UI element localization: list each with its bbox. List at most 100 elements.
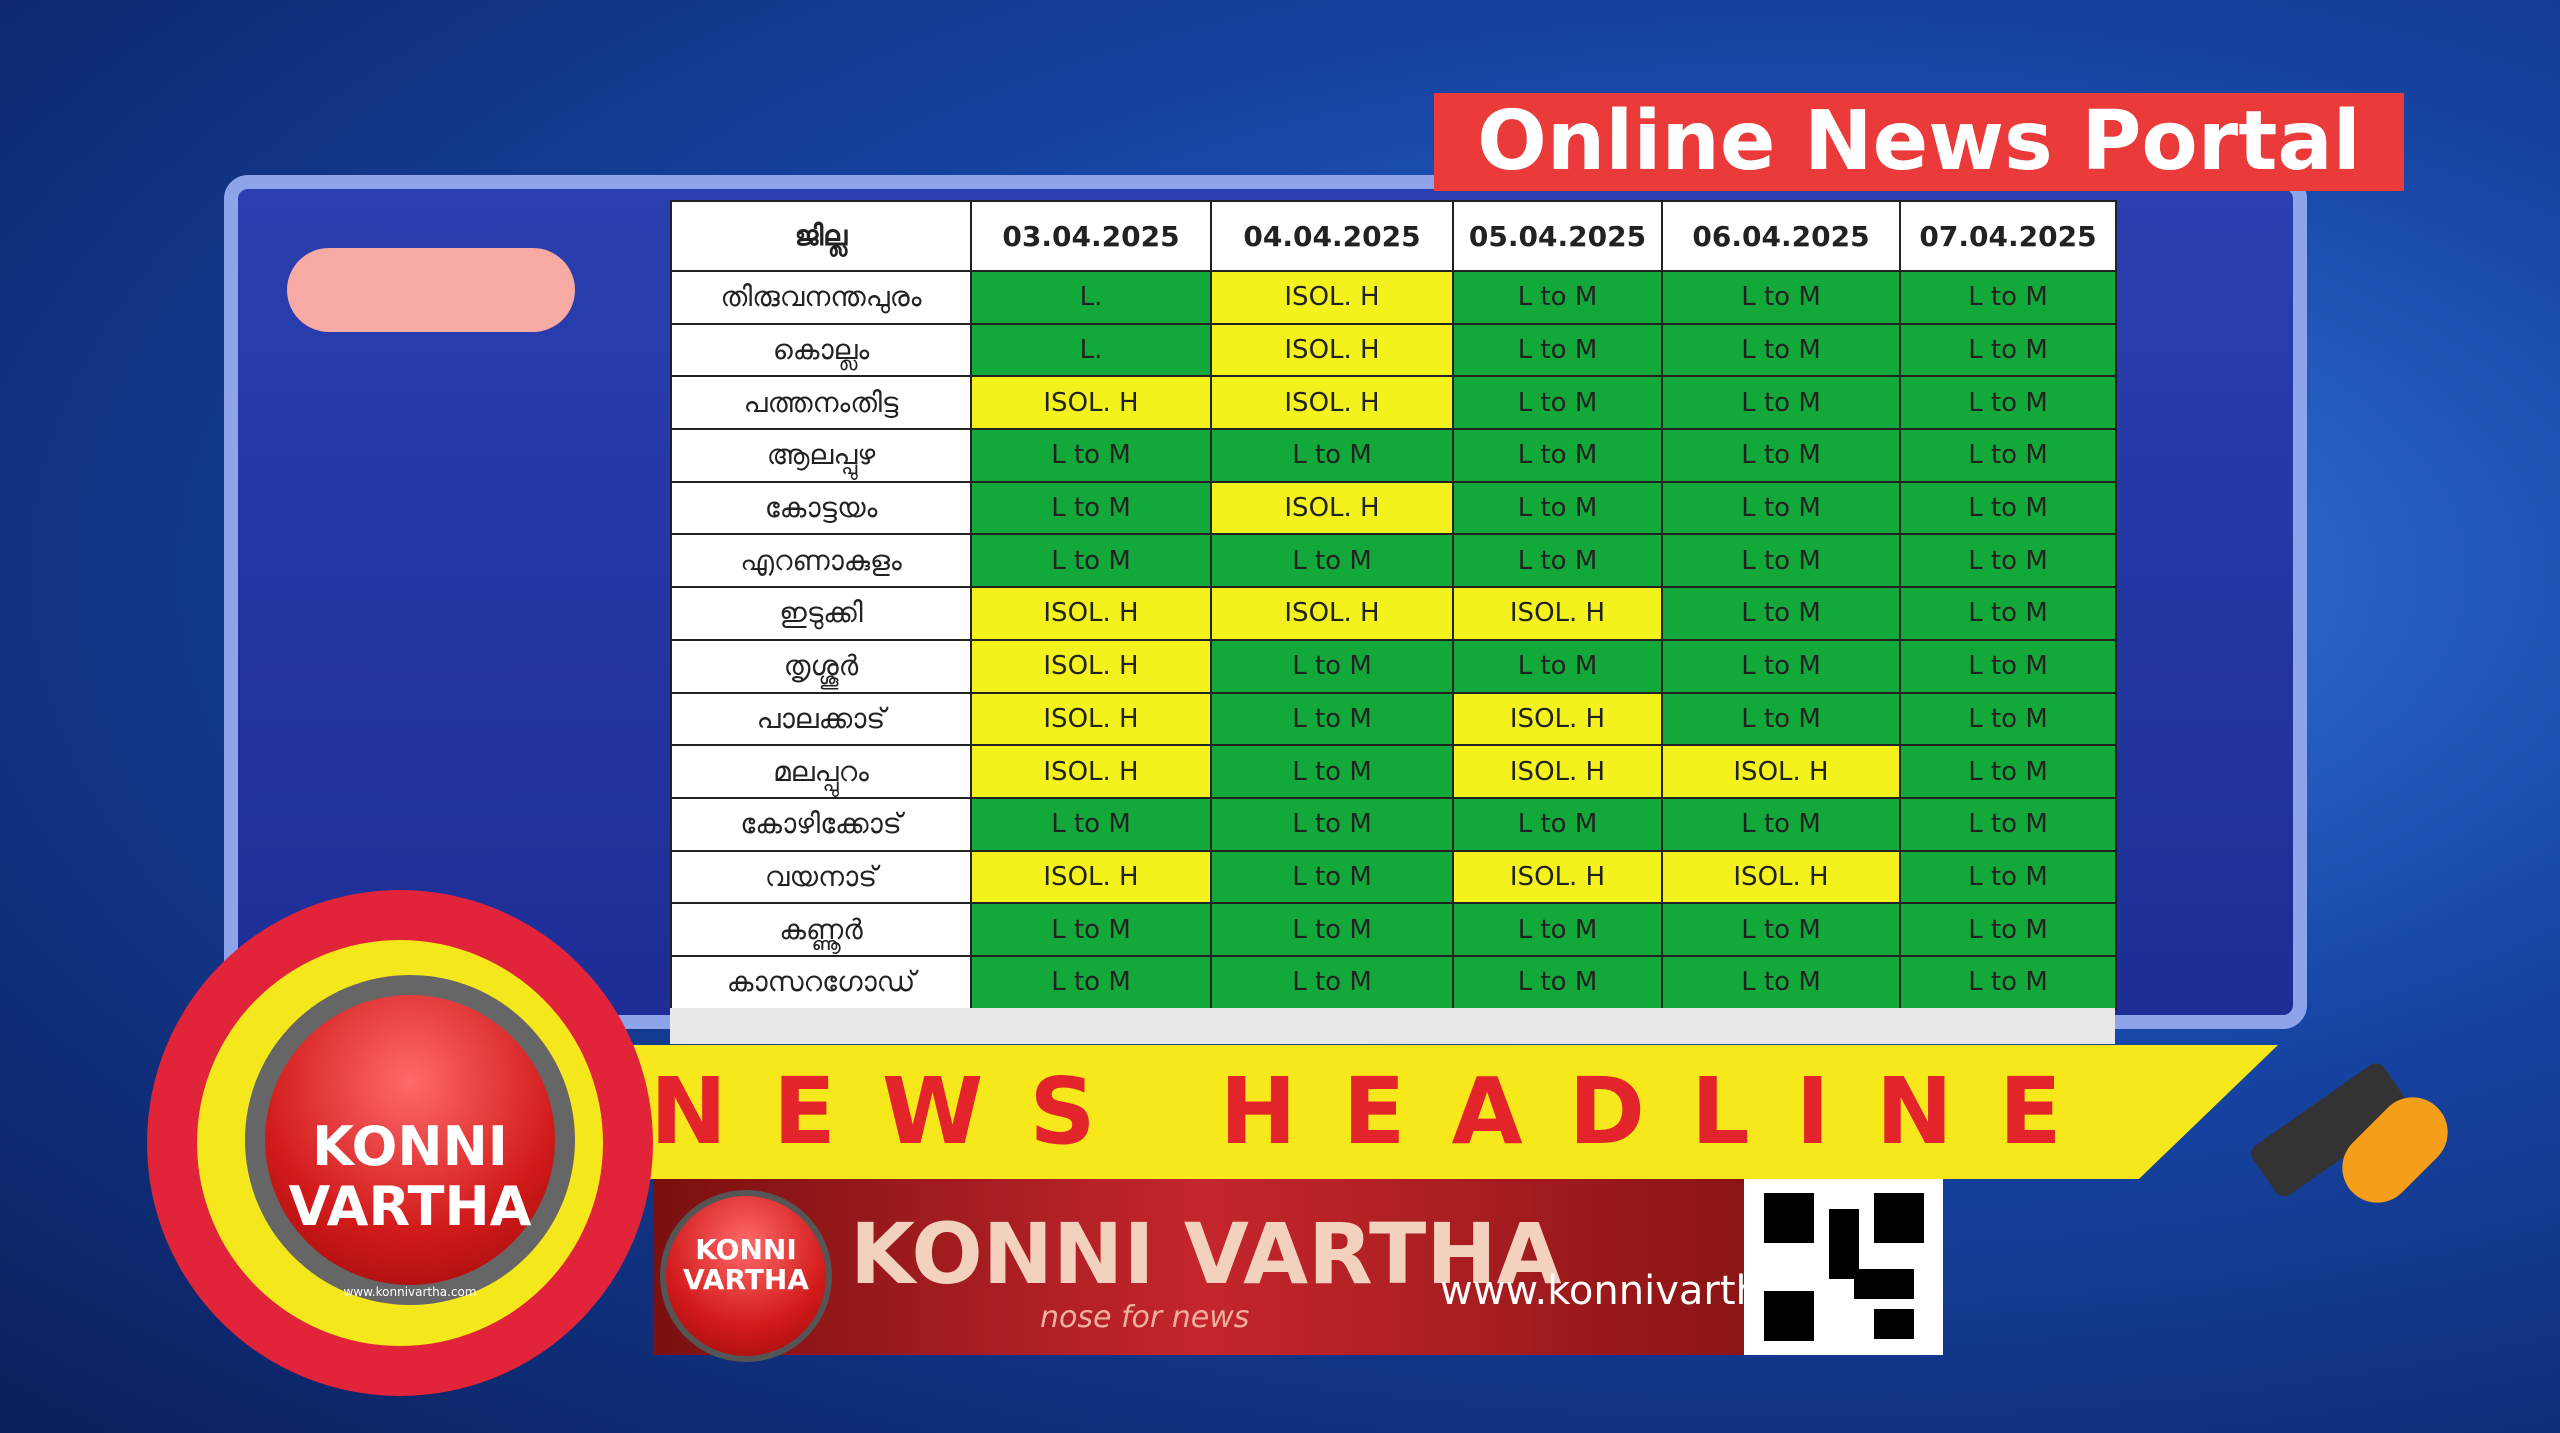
alert-cell: L to M xyxy=(971,903,1211,956)
district-cell: കണ്ണൂർ xyxy=(671,903,971,956)
alert-cell: L to M xyxy=(1662,955,1900,1009)
alert-cell: L to M xyxy=(1453,903,1662,956)
alert-cell: L to M xyxy=(1453,323,1662,377)
logo-line2: VARTHA xyxy=(288,1175,532,1238)
district-cell: എറണാകുളം xyxy=(671,534,971,588)
alert-cell: L to M xyxy=(1662,429,1900,482)
brand-bar xyxy=(653,1179,1753,1355)
alert-cell: L to M xyxy=(1453,797,1662,851)
alert-cell: L to M xyxy=(971,797,1211,851)
alert-cell: L to M xyxy=(1662,481,1900,535)
alert-cell: L to M xyxy=(1453,376,1662,430)
alert-cell: L to M xyxy=(1662,587,1900,640)
small-logo xyxy=(660,1190,832,1362)
alert-cell: ISOL. H xyxy=(1453,692,1662,746)
alert-cell: L to M xyxy=(1211,639,1453,693)
headline: NEWS HEADLINE xyxy=(650,1058,2108,1165)
alert-cell: ISOL. H xyxy=(971,376,1211,430)
alert-cell: L to M xyxy=(1453,481,1662,535)
district-cell: പത്തനംതിട്ട xyxy=(671,376,971,430)
alert-cell: L to M xyxy=(971,955,1211,1009)
alert-cell: L. xyxy=(971,323,1211,377)
alert-cell: L to M xyxy=(1211,534,1453,588)
alert-cell: L to M xyxy=(1662,903,1900,956)
alert-cell: L to M xyxy=(1662,534,1900,588)
alert-cell: ISOL. H xyxy=(1453,850,1662,904)
ribbon xyxy=(539,1045,2278,1179)
alert-cell: L to M xyxy=(1662,376,1900,430)
column-header: 06.04.2025 xyxy=(1662,201,1900,271)
brand: KONNI VARTHA xyxy=(850,1205,1562,1303)
district-cell: ആലപ്പുഴ xyxy=(671,429,971,482)
alert-cell: L to M xyxy=(1900,639,2116,693)
column-header: 04.04.2025 xyxy=(1211,201,1453,271)
alert-cell: L to M xyxy=(1900,797,2116,851)
alert-cell: ISOL. H xyxy=(971,745,1211,798)
alert-cell: L to M xyxy=(1211,692,1453,746)
alert-cell: L to M xyxy=(971,534,1211,588)
alert-cell: L to M xyxy=(1211,745,1453,798)
alert-cell: L to M xyxy=(1900,271,2116,324)
logo-line1: KONNI xyxy=(312,1115,508,1178)
alert-cell: L to M xyxy=(1900,481,2116,535)
portal-title: Online News Portal xyxy=(1434,93,2404,191)
column-header: ജില്ല xyxy=(671,201,971,271)
alert-cell: L to M xyxy=(1453,534,1662,588)
alert-cell: L to M xyxy=(1453,429,1662,482)
alert-cell: ISOL. H xyxy=(1211,323,1453,377)
district-cell: മലപ്പുറം xyxy=(671,745,971,798)
alert-cell: L to M xyxy=(1211,850,1453,904)
logo-url: www.konnivartha.com xyxy=(343,1285,477,1299)
alert-cell: ISOL. H xyxy=(971,639,1211,693)
alert-cell: L to M xyxy=(1453,271,1662,324)
alert-cell: L to M xyxy=(1900,692,2116,746)
alert-cell: L to M xyxy=(1900,903,2116,956)
district-cell: കൊല്ലം xyxy=(671,323,971,377)
alert-cell: L to M xyxy=(1900,376,2116,430)
alert-cell: ISOL. H xyxy=(1211,376,1453,430)
alert-cell: L to M xyxy=(1900,534,2116,588)
district-cell: തൃശ്ശൂർ xyxy=(671,639,971,693)
alert-cell: L to M xyxy=(1662,639,1900,693)
alert-cell: L to M xyxy=(1662,692,1900,746)
district-cell: കോട്ടയം xyxy=(671,481,971,535)
qr-code xyxy=(1744,1179,1943,1355)
alert-cell: L to M xyxy=(1900,850,2116,904)
district-cell: വയനാട് xyxy=(671,850,971,904)
alert-cell: ISOL. H xyxy=(971,587,1211,640)
small-logo-line2: VARTHA xyxy=(683,1263,809,1296)
alert-cell: L to M xyxy=(1453,639,1662,693)
table-strip xyxy=(670,1008,2115,1044)
district-cell: പാലക്കാട് xyxy=(671,692,971,746)
pink-label xyxy=(287,248,575,332)
alert-cell: L to M xyxy=(1662,271,1900,324)
column-header: 03.04.2025 xyxy=(971,201,1211,271)
alert-cell: L to M xyxy=(1453,955,1662,1009)
alert-cell: ISOL. H xyxy=(1211,271,1453,324)
alert-cell: ISOL. H xyxy=(1211,587,1453,640)
alert-cell: L to M xyxy=(1900,587,2116,640)
alert-cell: ISOL. H xyxy=(1453,745,1662,798)
column-header: 07.04.2025 xyxy=(1900,201,2116,271)
district-cell: ഇടുക്കി xyxy=(671,587,971,640)
logo-disc xyxy=(265,995,555,1285)
district-cell: തിരുവനന്തപുരം xyxy=(671,271,971,324)
district-cell: കാസറഗോഡ് xyxy=(671,955,971,1009)
alert-cell: ISOL. H xyxy=(971,850,1211,904)
alert-cell: ISOL. H xyxy=(1662,745,1900,798)
alert-cell: ISOL. H xyxy=(1662,850,1900,904)
alert-cell: L to M xyxy=(1900,429,2116,482)
alert-cell: ISOL. H xyxy=(971,692,1211,746)
district-cell: കോഴിക്കോട് xyxy=(671,797,971,851)
alert-cell: L to M xyxy=(1662,797,1900,851)
alert-cell: ISOL. H xyxy=(1453,587,1662,640)
small-logo-text: KONNI VARTHA xyxy=(660,1235,832,1295)
small-logo-line1: KONNI xyxy=(695,1233,797,1266)
alert-cell: L to M xyxy=(971,429,1211,482)
alert-cell: ISOL. H xyxy=(1211,481,1453,535)
table: ജില്ല 03.04.2025 04.04.2025 05.04.2025 06.04… xyxy=(670,200,2117,1010)
tagline: nose for news xyxy=(1040,1300,1250,1335)
alert-cell: L to M xyxy=(1211,429,1453,482)
alert-cell: L to M xyxy=(1211,797,1453,851)
